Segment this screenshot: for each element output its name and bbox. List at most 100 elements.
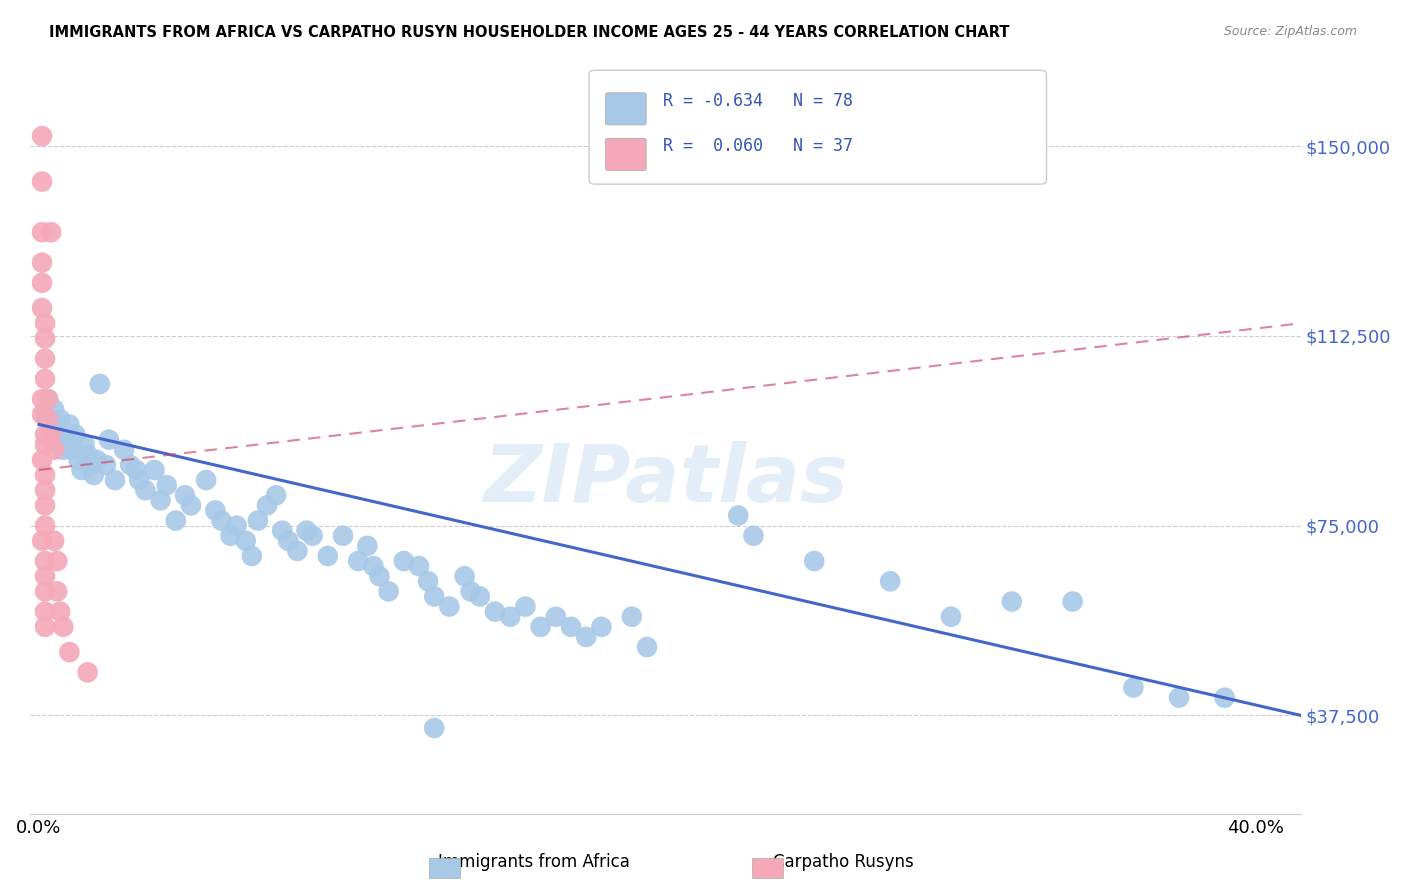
Point [742, 529, 765, 543]
Point [76, 448, 98, 462]
Point [468, 590, 491, 604]
Point [530, 620, 553, 634]
Point [287, 544, 309, 558]
FancyBboxPatch shape [589, 70, 1046, 184]
Point [31, 175, 53, 189]
Point [34, 499, 56, 513]
Point [49, 412, 72, 426]
Point [46, 554, 69, 568]
Point [727, 508, 749, 523]
Point [423, 721, 446, 735]
Point [939, 609, 962, 624]
Point [46, 427, 69, 442]
Point [58, 645, 80, 659]
Point [34, 584, 56, 599]
Point [879, 574, 901, 589]
Point [76, 665, 98, 680]
Point [44, 442, 66, 457]
Point [46, 584, 69, 599]
Point [316, 549, 339, 563]
Point [803, 554, 825, 568]
Point [301, 529, 323, 543]
Point [416, 574, 439, 589]
Point [70, 463, 93, 477]
Point [37, 392, 59, 406]
Point [31, 225, 53, 239]
Point [34, 605, 56, 619]
Point [209, 514, 232, 528]
Point [620, 609, 643, 624]
Point [1062, 594, 1084, 608]
Point [134, 483, 156, 498]
Point [295, 524, 318, 538]
Point [363, 559, 385, 574]
Point [484, 605, 506, 619]
Point [49, 605, 72, 619]
Point [31, 301, 53, 315]
Point [89, 376, 111, 391]
Point [94, 458, 117, 472]
Point [515, 599, 537, 614]
Point [52, 442, 75, 457]
Point [31, 407, 53, 421]
Point [73, 438, 96, 452]
Point [246, 514, 269, 528]
Point [575, 630, 598, 644]
Point [34, 518, 56, 533]
Text: Carpatho Rusyns: Carpatho Rusyns [773, 853, 914, 871]
Point [1122, 681, 1144, 695]
Point [180, 499, 202, 513]
Point [591, 620, 613, 634]
Point [499, 609, 522, 624]
Point [392, 554, 415, 568]
Point [31, 533, 53, 548]
Point [264, 488, 287, 502]
Point [460, 584, 482, 599]
Point [31, 276, 53, 290]
Point [149, 493, 172, 508]
Point [34, 620, 56, 634]
Point [560, 620, 582, 634]
Point [439, 599, 461, 614]
Text: IMMIGRANTS FROM AFRICA VS CARPATHO RUSYN HOUSEHOLDER INCOME AGES 25 - 44 YEARS C: IMMIGRANTS FROM AFRICA VS CARPATHO RUSYN… [49, 25, 1010, 40]
Point [37, 392, 59, 406]
Text: Source: ZipAtlas.com: Source: ZipAtlas.com [1223, 25, 1357, 38]
Text: R =  0.060   N = 37: R = 0.060 N = 37 [662, 137, 852, 155]
Point [34, 407, 56, 421]
Point [423, 590, 446, 604]
Point [128, 473, 150, 487]
Point [544, 609, 567, 624]
Point [34, 351, 56, 366]
Point [39, 225, 62, 239]
Point [271, 524, 294, 538]
Point [156, 478, 179, 492]
Point [347, 554, 370, 568]
Point [39, 427, 62, 442]
Point [195, 473, 218, 487]
Text: R = -0.634   N = 78: R = -0.634 N = 78 [662, 92, 852, 110]
Point [204, 503, 226, 517]
Point [34, 468, 56, 483]
Point [219, 529, 242, 543]
Point [31, 255, 53, 269]
Point [143, 463, 166, 477]
Point [31, 453, 53, 467]
Point [104, 473, 127, 487]
Point [277, 533, 299, 548]
Point [408, 559, 430, 574]
Point [31, 392, 53, 406]
Point [55, 433, 77, 447]
Point [97, 433, 120, 447]
Point [34, 554, 56, 568]
Text: ZIPatlas: ZIPatlas [482, 442, 848, 519]
Point [1168, 690, 1191, 705]
FancyBboxPatch shape [606, 93, 647, 125]
Point [44, 533, 66, 548]
Point [62, 442, 84, 457]
Point [34, 427, 56, 442]
Point [1213, 690, 1236, 705]
Point [67, 453, 90, 467]
Point [34, 569, 56, 583]
Point [34, 483, 56, 498]
Point [83, 468, 105, 483]
